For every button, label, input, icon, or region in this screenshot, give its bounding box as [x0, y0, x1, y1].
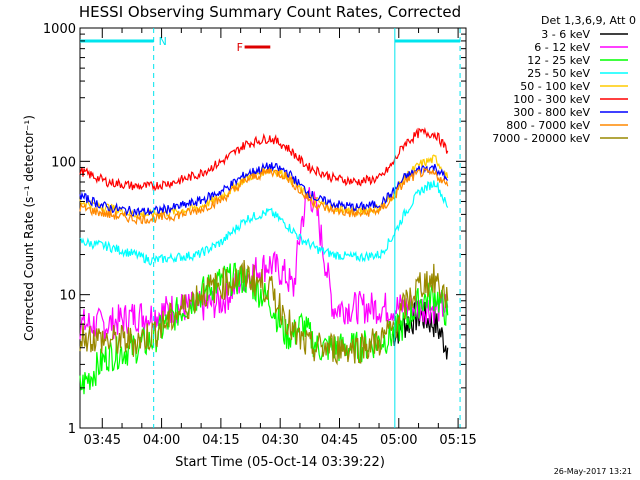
x-tick-label: 05:15	[439, 433, 476, 448]
legend-label: 6 - 12 keV	[534, 41, 590, 54]
legend-label: 100 - 300 keV	[513, 93, 590, 106]
series-line	[79, 187, 449, 341]
legend-label: 800 - 7000 keV	[506, 119, 590, 132]
legend-label: 3 - 6 keV	[541, 28, 590, 41]
x-axis-label: Start Time (05-Oct-14 03:39:22)	[175, 455, 385, 470]
y-axis-ticks: 1 10 100 1000	[43, 22, 466, 437]
x-tick-label: 05:00	[380, 433, 417, 448]
x-tick-label: 03:45	[84, 433, 121, 448]
annotation-label: N	[159, 35, 167, 48]
legend-label: 50 - 100 keV	[520, 80, 590, 93]
legend-label: 300 - 800 keV	[513, 106, 590, 119]
series-line	[79, 180, 449, 266]
plot-frame	[79, 27, 467, 429]
date-stamp: 26-May-2017 13:21	[554, 467, 632, 476]
chart-title: HESSI Observing Summary Count Rates, Cor…	[79, 3, 461, 21]
x-tick-label: 04:00	[143, 433, 180, 448]
series-line	[79, 259, 449, 366]
y-tick-label: 1	[68, 422, 76, 437]
legend-title: Det 1,3,6,9, Att 0	[541, 14, 636, 27]
series-layer	[79, 126, 449, 395]
series-line	[79, 162, 449, 217]
x-axis-ticks: 03:45 04:00 04:15 04:30 04:45 05:00 05:15	[84, 28, 477, 448]
legend-label: 7000 - 20000 keV	[492, 132, 590, 145]
annotation-label: F	[237, 41, 243, 54]
y-tick-label: 100	[51, 155, 76, 170]
legend-label: 12 - 25 keV	[527, 54, 590, 67]
x-tick-label: 04:45	[321, 433, 358, 448]
legend-label: 25 - 50 keV	[527, 67, 590, 80]
series-line	[79, 126, 449, 192]
y-tick-label: 10	[59, 289, 76, 304]
x-tick-label: 04:15	[202, 433, 239, 448]
series-line	[79, 167, 449, 226]
y-axis-label: Corrected Count Rate (s⁻¹ detector⁻¹)	[22, 115, 36, 341]
x-tick-label: 04:30	[261, 433, 298, 448]
y-tick-label: 1000	[43, 22, 76, 37]
